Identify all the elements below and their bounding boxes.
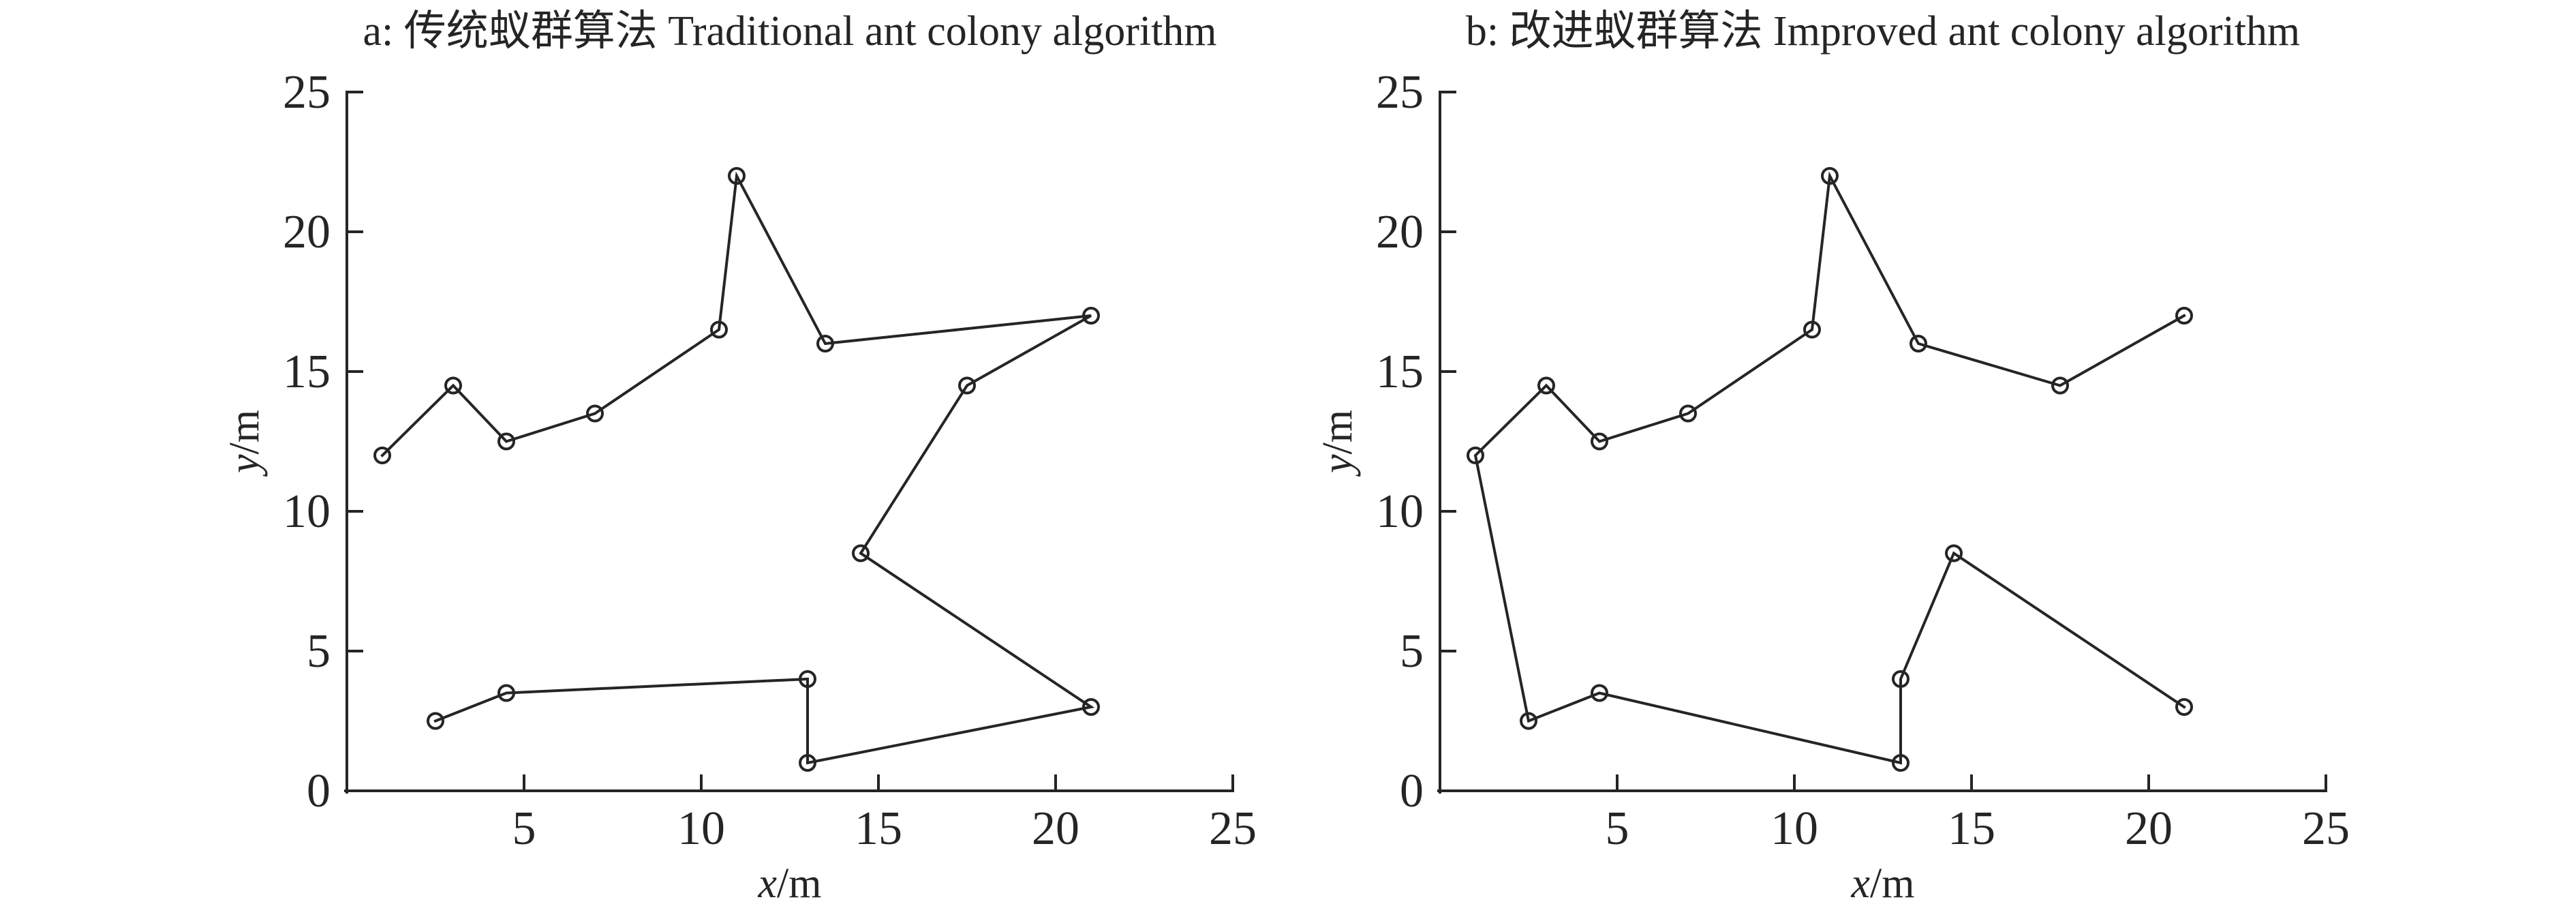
x-tick-label: 10 xyxy=(1770,802,1818,855)
node-marker xyxy=(1821,167,1839,185)
route-path-a xyxy=(380,171,1095,765)
node-marker xyxy=(497,684,515,702)
node-marker xyxy=(2175,307,2193,325)
node-marker xyxy=(497,432,515,451)
node-marker xyxy=(799,670,816,688)
node-marker xyxy=(2051,376,2069,395)
node-marker xyxy=(799,754,816,772)
node-marker xyxy=(444,376,462,395)
y-tick-label: 5 xyxy=(307,625,331,678)
panel-b: b: 改进蚁群算法 Improved ant colony algorithm 5… xyxy=(1315,8,2350,907)
y-tick-label: 0 xyxy=(307,765,331,817)
y-tick-label: 0 xyxy=(1400,765,1424,817)
node-marker xyxy=(852,544,870,562)
x-tick-label: 20 xyxy=(1032,802,1079,855)
x-tick-label: 20 xyxy=(2125,802,2173,855)
node-marker xyxy=(1520,712,1537,730)
node-marker xyxy=(1082,307,1100,325)
node-marker xyxy=(816,335,834,352)
x-axis-label: x/m xyxy=(758,860,822,907)
y-tick-label: 10 xyxy=(1376,485,1424,538)
panel-a: a: 传统蚁群算法 Traditional ant colony algorit… xyxy=(221,8,1257,907)
node-marker xyxy=(373,447,391,464)
x-tick-label: 15 xyxy=(1948,802,1995,855)
x-axis-label: x/m xyxy=(1851,860,1915,907)
plot-title-a: a: 传统蚁群算法 Traditional ant colony algorit… xyxy=(363,8,1216,55)
node-marker xyxy=(1945,544,1963,562)
node-marker xyxy=(1892,754,1910,772)
node-marker xyxy=(1537,376,1555,395)
x-tick-label: 25 xyxy=(2302,802,2350,855)
node-marker xyxy=(1082,698,1100,716)
y-tick-label: 20 xyxy=(1376,206,1424,258)
node-marker xyxy=(427,712,444,730)
route-path-b xyxy=(1473,171,2186,765)
node-marker xyxy=(1892,670,1910,688)
node-marker xyxy=(1591,432,1608,451)
plot-title-b: b: 改进蚁群算法 Improved ant colony algorithm xyxy=(1466,8,2300,55)
node-marker xyxy=(1467,447,1484,464)
y-tick-label: 5 xyxy=(1400,625,1424,678)
y-tick-label: 10 xyxy=(283,485,331,538)
y-axis-label: y/m xyxy=(1315,410,1361,477)
node-marker xyxy=(710,320,728,339)
node-marker xyxy=(1803,320,1821,339)
node-marker xyxy=(2175,698,2193,716)
x-tick-label: 5 xyxy=(1606,802,1629,855)
node-marker xyxy=(586,404,604,423)
y-axis-label: y/m xyxy=(221,410,268,477)
node-marker xyxy=(958,376,976,395)
x-tick-label: 25 xyxy=(1209,802,1257,855)
x-tick-label: 5 xyxy=(512,802,536,855)
node-marker xyxy=(728,167,746,185)
y-tick-label: 15 xyxy=(283,346,331,398)
node-marker xyxy=(1591,684,1608,702)
node-marker xyxy=(1679,404,1697,423)
y-tick-label: 25 xyxy=(283,66,331,119)
y-tick-label: 15 xyxy=(1376,346,1424,398)
x-tick-label: 15 xyxy=(855,802,902,855)
x-tick-label: 10 xyxy=(677,802,725,855)
node-marker xyxy=(1910,335,1927,352)
y-tick-label: 25 xyxy=(1376,66,1424,119)
y-tick-label: 20 xyxy=(283,206,331,258)
